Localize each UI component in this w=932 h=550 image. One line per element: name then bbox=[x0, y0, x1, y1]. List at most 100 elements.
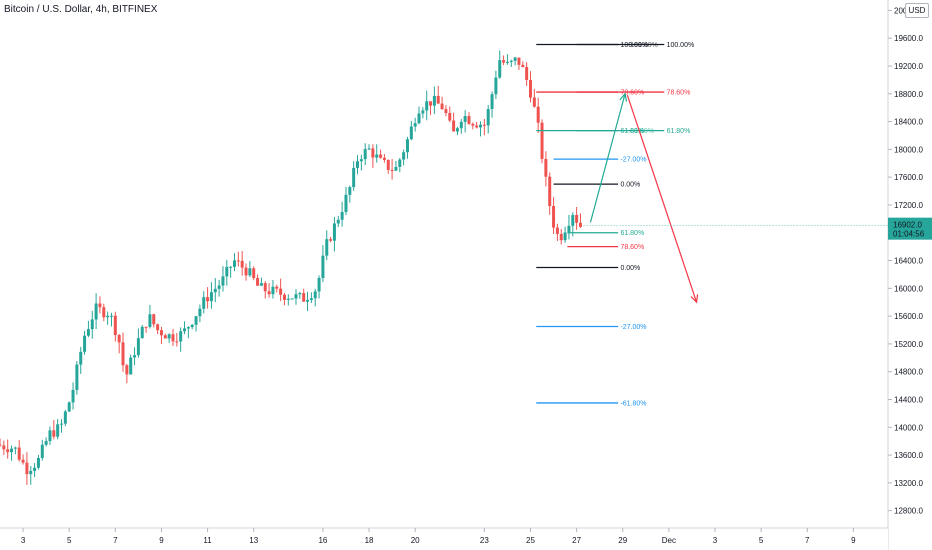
candle-body bbox=[175, 341, 179, 343]
candle-body bbox=[2, 445, 6, 450]
projection-arrow-line bbox=[589, 93, 626, 223]
currency-badge[interactable]: USD bbox=[905, 3, 929, 18]
candle-body bbox=[417, 113, 421, 124]
candle-body bbox=[129, 357, 133, 375]
candle-body bbox=[309, 298, 313, 300]
fib-left-level-label: -61.80% bbox=[620, 400, 646, 407]
candle-body bbox=[371, 148, 375, 158]
y-tick-label: 17600.0 bbox=[894, 173, 923, 182]
fib-right-overlap-label: 61.80% bbox=[630, 128, 654, 135]
candle-body bbox=[0, 444, 2, 446]
candle-body bbox=[563, 232, 567, 241]
candle-body bbox=[217, 285, 221, 289]
candle-body bbox=[578, 222, 582, 227]
y-tick-label: 13600.0 bbox=[894, 451, 923, 460]
candle-body bbox=[221, 276, 225, 286]
candle-body bbox=[344, 194, 348, 212]
candle-body bbox=[548, 176, 552, 207]
candle-body bbox=[75, 364, 79, 390]
candle-body bbox=[552, 206, 556, 228]
candle-body bbox=[325, 239, 329, 256]
chart-title: Bitcoin / U.S. Dollar, 4h, BITFINEX bbox=[4, 4, 158, 15]
x-tick-label: 7 bbox=[805, 536, 810, 545]
candle-body bbox=[571, 215, 575, 226]
x-tick-label: 13 bbox=[249, 536, 258, 545]
candle-body bbox=[509, 60, 513, 62]
candle-body bbox=[359, 159, 363, 162]
y-tick-label: 13200.0 bbox=[894, 479, 923, 488]
candle-body bbox=[298, 293, 302, 295]
candle-body bbox=[540, 122, 544, 159]
candle-body bbox=[109, 315, 113, 317]
candle-body bbox=[156, 324, 160, 331]
fib-left-level-label: 78.60% bbox=[620, 90, 644, 97]
candle-body bbox=[486, 109, 490, 126]
candle-body bbox=[10, 448, 14, 453]
candle-body bbox=[44, 441, 48, 445]
y-tick-label: 14000.0 bbox=[894, 423, 923, 432]
y-tick-label: 12800.0 bbox=[894, 507, 923, 516]
candle-body bbox=[52, 430, 56, 437]
candle-body bbox=[121, 342, 125, 366]
candlestick-series bbox=[0, 50, 582, 485]
candle-body bbox=[475, 125, 479, 128]
candle-body bbox=[367, 148, 371, 150]
candle-body bbox=[409, 126, 413, 140]
candle-body bbox=[479, 124, 483, 128]
candle-body bbox=[390, 169, 394, 171]
fib-left-level-label: -27.00% bbox=[620, 324, 646, 331]
candle-body bbox=[25, 462, 29, 475]
x-tick-label: 18 bbox=[365, 536, 374, 545]
candle-body bbox=[521, 64, 525, 68]
candle-body bbox=[405, 139, 409, 153]
x-tick-label: 5 bbox=[759, 536, 764, 545]
candle-body bbox=[525, 67, 529, 80]
x-tick-label: 11 bbox=[203, 536, 212, 545]
y-tick-label: 15200.0 bbox=[894, 340, 923, 349]
candle-body bbox=[67, 402, 71, 412]
candle-body bbox=[252, 268, 256, 278]
candle-body bbox=[306, 299, 310, 302]
candle-body bbox=[17, 447, 21, 460]
y-tick-label: 18400.0 bbox=[894, 118, 923, 127]
candle-body bbox=[236, 260, 240, 262]
candle-body bbox=[179, 331, 183, 342]
candle-body bbox=[528, 79, 532, 98]
candle-body bbox=[329, 239, 333, 241]
candle-body bbox=[125, 365, 129, 375]
projection-arrow-head bbox=[619, 92, 628, 102]
candle-body bbox=[413, 123, 417, 127]
candle-body bbox=[490, 94, 494, 110]
fib-left-level-label: 0.00% bbox=[620, 182, 640, 189]
candle-body bbox=[513, 57, 517, 61]
candle-body bbox=[6, 449, 10, 453]
time-axis: 3 5 7 9 11 13 16 18 20 23 25 27 29 Dec 3 5 7 9 bbox=[0, 527, 888, 550]
y-tick-label: 14400.0 bbox=[894, 395, 923, 404]
candle-body bbox=[448, 112, 452, 121]
candle-body bbox=[317, 277, 321, 292]
candle-body bbox=[336, 219, 340, 224]
candle-body bbox=[340, 211, 344, 220]
bar-countdown: 01:04:56 bbox=[893, 230, 925, 239]
fib-right-level-label: 78.60% bbox=[667, 90, 691, 97]
candle-body bbox=[313, 291, 317, 299]
candle-body bbox=[555, 227, 559, 234]
candle-body bbox=[198, 308, 202, 317]
candle-body bbox=[467, 116, 471, 124]
candle-body bbox=[56, 424, 60, 437]
fibonacci-drawings[interactable]: 100.00% 78.60% 61.80% -27.00% 0.00% 61.80% 78.… bbox=[536, 42, 888, 407]
y-tick-label: 18000.0 bbox=[894, 145, 923, 154]
y-tick-label: 16000.0 bbox=[894, 284, 923, 293]
y-tick-label: 19600.0 bbox=[894, 34, 923, 43]
fib-left-level-label: 61.80% bbox=[620, 230, 644, 237]
candle-body bbox=[225, 266, 229, 277]
fib-right-level-label: 61.80% bbox=[667, 128, 691, 135]
candle-body bbox=[559, 233, 563, 241]
candle-body bbox=[144, 326, 148, 328]
candle-body bbox=[379, 154, 383, 158]
candle-body bbox=[279, 288, 283, 295]
candle-body bbox=[209, 292, 213, 302]
last-price-value: 16902.0 bbox=[893, 221, 922, 230]
candle-body bbox=[352, 167, 356, 188]
